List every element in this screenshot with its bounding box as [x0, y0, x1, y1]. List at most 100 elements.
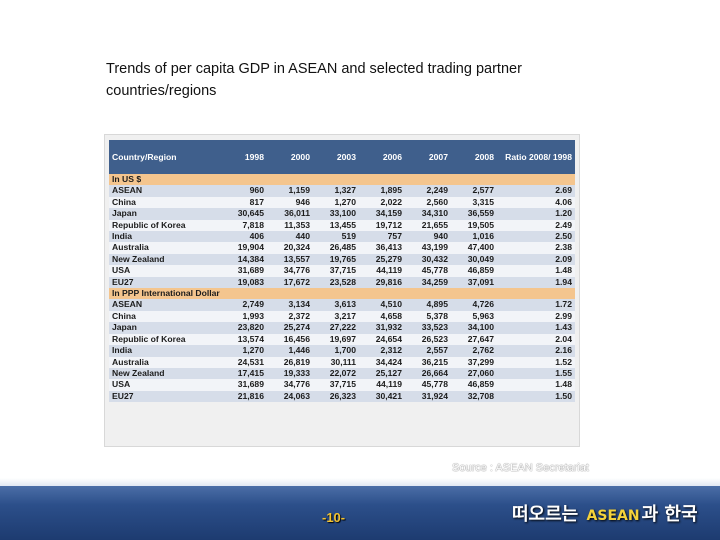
brand-slogan: 떠오르는 ASEAN 과 한국 — [512, 500, 698, 526]
value-cell: 1,993 — [221, 310, 267, 323]
country-cell: China — [109, 310, 221, 323]
table-row: Japan 30,645 36,011 33,100 34,159 34,310 36,55… — [109, 208, 575, 220]
ratio-cell: 2.04 — [497, 333, 575, 346]
value-cell: 960 — [221, 185, 267, 197]
table-row: China 1,993 2,372 3,217 4,658 5,378 5,963 2.99 — [109, 310, 575, 323]
ratio-cell: 2.50 — [497, 231, 575, 243]
value-cell: 26,323 — [313, 390, 359, 403]
value-cell: 4,726 — [451, 299, 497, 311]
value-cell: 19,765 — [313, 253, 359, 266]
value-cell: 2,249 — [405, 185, 451, 197]
value-cell: 1,270 — [313, 196, 359, 209]
value-cell: 3,134 — [267, 299, 313, 311]
value-cell: 19,505 — [451, 219, 497, 232]
value-cell: 45,778 — [405, 379, 451, 391]
country-cell: Japan — [109, 322, 221, 334]
value-cell: 19,333 — [267, 367, 313, 380]
value-cell: 31,689 — [221, 265, 267, 277]
slide-title: Trends of per capita GDP in ASEAN and se… — [106, 61, 522, 99]
country-cell: EU27 — [109, 276, 221, 289]
country-cell: ASEAN — [109, 185, 221, 197]
value-cell: 44,119 — [359, 265, 405, 277]
ratio-cell: 1.20 — [497, 208, 575, 220]
value-cell: 817 — [221, 196, 267, 209]
brand-suffix: 과 한국 — [641, 504, 698, 525]
table-row: New Zealand 14,384 13,557 19,765 25,279 30,43… — [109, 253, 575, 266]
value-cell: 1,159 — [267, 185, 313, 197]
value-cell: 27,222 — [313, 322, 359, 334]
value-cell: 1,895 — [359, 185, 405, 197]
value-cell: 2,557 — [405, 345, 451, 357]
column-header: 2000 — [267, 140, 313, 174]
country-cell: USA — [109, 265, 221, 277]
table-header-row: Country/Region 1998 2000 2003 2006 2007 2008 Ra… — [109, 140, 575, 174]
value-cell: 43,199 — [405, 242, 451, 254]
value-cell: 5,963 — [451, 310, 497, 323]
value-cell: 47,400 — [451, 242, 497, 254]
value-cell: 24,063 — [267, 390, 313, 403]
value-cell: 34,159 — [359, 208, 405, 220]
ratio-cell: 1.48 — [497, 265, 575, 277]
ratio-cell: 1.48 — [497, 379, 575, 391]
value-cell: 7,818 — [221, 219, 267, 232]
value-cell: 33,523 — [405, 322, 451, 334]
column-header: 2006 — [359, 140, 405, 174]
value-cell: 2,577 — [451, 185, 497, 197]
value-cell: 3,315 — [451, 196, 497, 209]
value-cell: 19,083 — [221, 276, 267, 289]
value-cell: 26,485 — [313, 242, 359, 254]
value-cell: 34,776 — [267, 265, 313, 277]
value-cell: 5,378 — [405, 310, 451, 323]
value-cell: 3,217 — [313, 310, 359, 323]
brand-prefix: 떠오르는 — [512, 504, 579, 525]
value-cell: 19,904 — [221, 242, 267, 254]
value-cell: 25,274 — [267, 322, 313, 334]
country-cell: New Zealand — [109, 367, 221, 380]
value-cell: 34,100 — [451, 322, 497, 334]
value-cell: 1,446 — [267, 345, 313, 357]
value-cell: 36,413 — [359, 242, 405, 254]
table-row: ASEAN 2,749 3,134 3,613 4,510 4,895 4,726 1.72 — [109, 299, 575, 311]
value-cell: 25,279 — [359, 253, 405, 266]
footer-band — [0, 486, 720, 540]
value-cell: 19,697 — [313, 333, 359, 346]
value-cell: 27,647 — [451, 333, 497, 346]
table-row: India 1,270 1,446 1,700 2,312 2,557 2,762 2.16 — [109, 345, 575, 357]
value-cell: 30,432 — [405, 253, 451, 266]
value-cell: 34,310 — [405, 208, 451, 220]
value-cell: 1,700 — [313, 345, 359, 357]
value-cell: 34,424 — [359, 356, 405, 368]
value-cell: 1,016 — [451, 231, 497, 243]
country-cell: Australia — [109, 242, 221, 254]
country-cell: EU27 — [109, 390, 221, 403]
value-cell: 23,820 — [221, 322, 267, 334]
value-cell: 37,299 — [451, 356, 497, 368]
value-cell: 2,560 — [405, 196, 451, 209]
value-cell: 27,060 — [451, 367, 497, 380]
country-cell: Republic of Korea — [109, 333, 221, 346]
column-header-country: Country/Region — [109, 140, 221, 174]
value-cell: 13,574 — [221, 333, 267, 346]
source-note: Source : ASEAN Secretariat — [452, 462, 589, 474]
value-cell: 21,655 — [405, 219, 451, 232]
value-cell: 21,816 — [221, 390, 267, 403]
section-label: In US $ — [109, 174, 575, 186]
gdp-table-image: Country/Region 1998 2000 2003 2006 2007 2008 Ra… — [104, 134, 580, 447]
value-cell: 37,715 — [313, 379, 359, 391]
value-cell: 17,672 — [267, 276, 313, 289]
value-cell: 36,215 — [405, 356, 451, 368]
value-cell: 1,270 — [221, 345, 267, 357]
ratio-cell: 1.72 — [497, 299, 575, 311]
table-row: USA 31,689 34,776 37,715 44,119 45,778 46,859 1… — [109, 379, 575, 391]
value-cell: 22,072 — [313, 367, 359, 380]
country-cell: Japan — [109, 208, 221, 220]
value-cell: 440 — [267, 231, 313, 243]
ratio-cell: 2.69 — [497, 185, 575, 197]
value-cell: 2,022 — [359, 196, 405, 209]
country-cell: Republic of Korea — [109, 219, 221, 232]
value-cell: 757 — [359, 231, 405, 243]
value-cell: 17,415 — [221, 367, 267, 380]
value-cell: 4,510 — [359, 299, 405, 311]
value-cell: 30,111 — [313, 356, 359, 368]
ratio-cell: 2.99 — [497, 310, 575, 323]
